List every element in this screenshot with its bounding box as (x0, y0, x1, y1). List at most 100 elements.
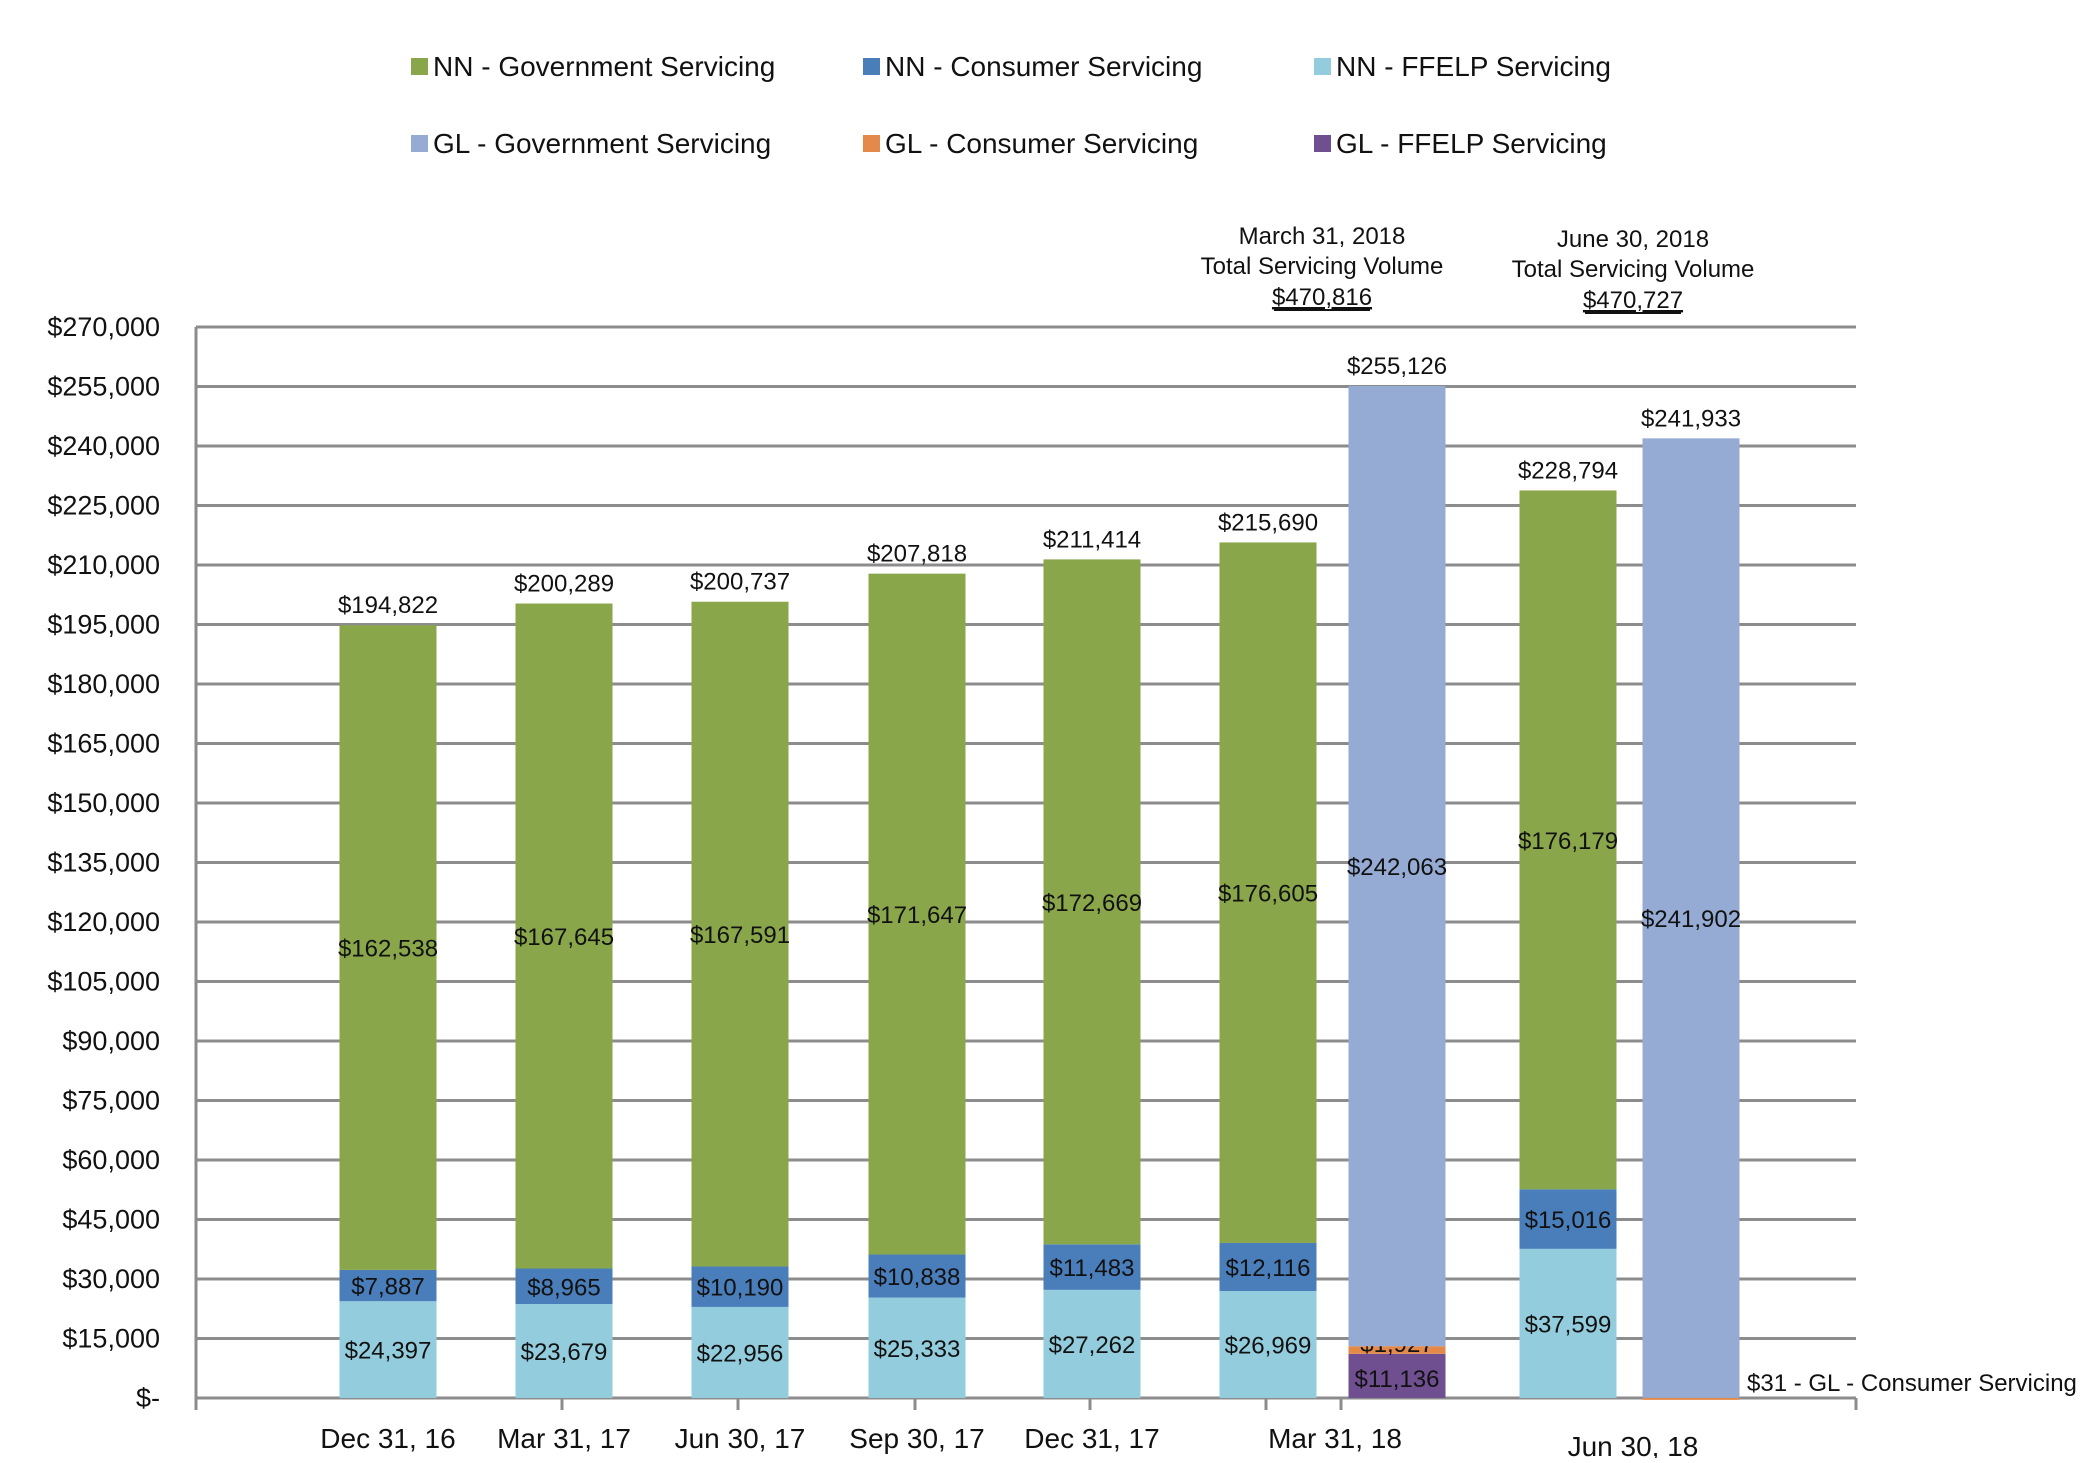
bar-segment-gl_gov (1348, 386, 1446, 1347)
segment-label: $172,669 (1042, 890, 1142, 917)
x-tick-label: Mar 31, 18 (1268, 1423, 1402, 1454)
y-tick-label: $165,000 (47, 729, 160, 759)
x-tick-label: Dec 31, 17 (1024, 1423, 1159, 1454)
segment-label: $171,647 (867, 902, 967, 929)
segment-label: $7,887 (351, 1274, 424, 1301)
bar-segment-nn_con (515, 1268, 613, 1305)
annotation-line: June 30, 2018 (1557, 226, 1709, 253)
legend-swatch (411, 135, 428, 152)
bar-segment-gl_con (1348, 1346, 1446, 1354)
legend-label: GL - Consumer Servicing (885, 128, 1198, 159)
total-label: $211,414 (1043, 526, 1141, 553)
bar-segment-nn_ffelp (1043, 1289, 1141, 1398)
bar-segment-nn_gov (1219, 542, 1317, 1243)
legend-label: NN - Consumer Servicing (885, 51, 1202, 82)
bar-segment-gl_gov (1642, 438, 1740, 1398)
bar-segment-nn_ffelp (339, 1301, 437, 1398)
y-tick-label: $150,000 (47, 788, 160, 818)
segment-label: $10,838 (874, 1264, 961, 1291)
legend-label: NN - FFELP Servicing (1336, 51, 1611, 82)
segment-label: $167,591 (690, 922, 790, 949)
total-label: $207,818 (867, 541, 967, 568)
total-label: $215,690 (1218, 509, 1318, 536)
annotation-total: $470,816 (1272, 284, 1372, 311)
y-tick-label: $45,000 (62, 1205, 160, 1235)
segment-label: $15,016 (1525, 1207, 1612, 1234)
y-tick-label: $270,000 (47, 312, 160, 342)
y-tick-label: $210,000 (47, 550, 160, 580)
bar-segment-nn_ffelp (691, 1306, 789, 1398)
y-tick-label: $240,000 (47, 431, 160, 461)
x-tick-label: Jun 30, 18 (1568, 1431, 1699, 1458)
x-tick-label: Sep 30, 17 (849, 1423, 984, 1454)
bar-segment-nn_con (1043, 1244, 1141, 1290)
y-tick-label: $225,000 (47, 491, 160, 521)
bar-stack: $26,969 $12,116 $176,605 $215,690 (1218, 509, 1318, 1398)
y-tick-label: $60,000 (62, 1145, 160, 1175)
bar-segment-nn_con (339, 1269, 437, 1302)
total-label: $228,794 (1518, 457, 1618, 484)
bar-segment-nn_gov (868, 573, 966, 1255)
annotation-line: Total Servicing Volume (1201, 253, 1444, 280)
bar-segment-nn_ffelp (1219, 1291, 1317, 1398)
y-tick-label: $135,000 (47, 848, 160, 878)
segment-label: $167,645 (514, 924, 614, 951)
segment-label: $26,969 (1225, 1333, 1312, 1360)
side-note: $31 - GL - Consumer Servicing (1747, 1370, 2077, 1397)
bar-segment-gl_con (1642, 1397, 1740, 1400)
bar-stack: $27,262 $11,483 $172,669 $211,414 (1042, 526, 1142, 1398)
legend-swatch (411, 58, 428, 75)
segment-label: $10,190 (697, 1275, 784, 1302)
segment-label: $242,063 (1347, 854, 1447, 881)
y-tick-label: $30,000 (62, 1264, 160, 1294)
segment-label: $37,599 (1525, 1311, 1612, 1338)
segment-label: $241,902 (1641, 906, 1741, 933)
total-label: $194,822 (338, 592, 438, 619)
y-tick-label: $180,000 (47, 669, 160, 699)
segment-label: $22,956 (697, 1340, 784, 1367)
x-tick-label: Dec 31, 16 (320, 1423, 455, 1454)
segment-label: $8,965 (527, 1274, 600, 1301)
bar-segment-nn_con (691, 1266, 789, 1307)
x-tick-label: Jun 30, 17 (675, 1423, 806, 1454)
bar-segment-nn_ffelp (1519, 1248, 1617, 1398)
bar-stack: $25,333 $10,838 $171,647 $207,818 (867, 541, 967, 1398)
bar-segment-nn_con (868, 1254, 966, 1298)
bar-segment-nn_con (1219, 1242, 1317, 1292)
bar-segment-nn_gov (1043, 559, 1141, 1245)
bar-stack: $37,599 $15,016 $176,179 $228,794 (1518, 457, 1618, 1398)
y-tick-label: $15,000 (62, 1324, 160, 1354)
annotation-total: $470,727 (1583, 287, 1683, 314)
bar-segment-nn_gov (1519, 490, 1617, 1190)
segment-label: $12,116 (1226, 1255, 1311, 1282)
bar-segment-nn_ffelp (868, 1297, 966, 1398)
legend-label: GL - FFELP Servicing (1336, 128, 1607, 159)
segment-label: $162,538 (338, 936, 438, 963)
legend-swatch (1314, 58, 1331, 75)
bar-segment-nn_gov (515, 603, 613, 1269)
legend-label: NN - Government Servicing (433, 51, 775, 82)
legend-swatch (863, 135, 880, 152)
y-tick-label: $105,000 (47, 967, 160, 997)
y-tick-label: $195,000 (47, 610, 160, 640)
y-tick-label: $75,000 (62, 1086, 160, 1116)
total-label: $255,126 (1347, 353, 1447, 380)
segment-label: $27,262 (1049, 1332, 1136, 1359)
bar-stack: $23,679 $8,965 $167,645 $200,289 (514, 571, 614, 1398)
legend-swatch (863, 58, 880, 75)
x-tick-label: Mar 31, 17 (497, 1423, 631, 1454)
segment-label: $24,397 (345, 1338, 432, 1365)
annotation-line: Total Servicing Volume (1512, 256, 1755, 283)
segment-label: $176,179 (1518, 828, 1618, 855)
y-tick-label: $120,000 (47, 907, 160, 937)
segment-label: $11,136 (1355, 1366, 1440, 1393)
bar-segment-nn_ffelp (515, 1304, 613, 1398)
bar-segment-nn_con (1519, 1189, 1617, 1249)
bar-stack: $22,956 $10,190 $167,591 $200,737 (690, 569, 790, 1398)
segment-label: $23,679 (521, 1339, 608, 1366)
y-tick-label: $90,000 (62, 1026, 160, 1056)
annotation-line: March 31, 2018 (1239, 223, 1406, 250)
y-tick-label: $- (136, 1383, 160, 1413)
total-label: $200,737 (690, 569, 790, 596)
